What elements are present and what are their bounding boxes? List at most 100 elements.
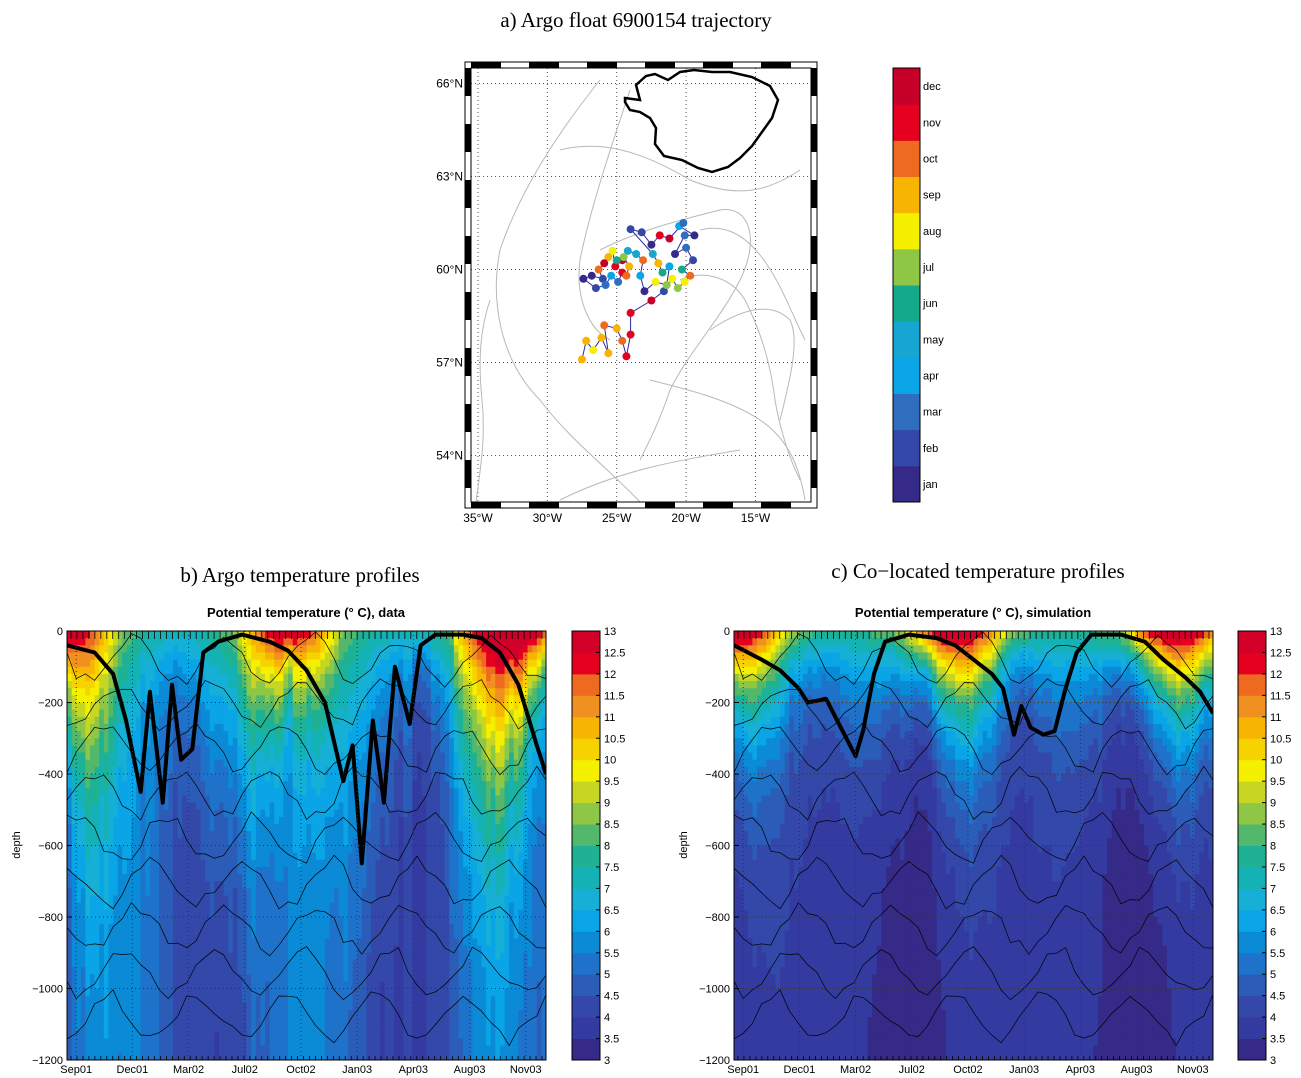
field-cell — [228, 995, 234, 1004]
field-cell — [126, 938, 133, 947]
field-cell — [389, 981, 395, 990]
field-cell — [417, 738, 423, 746]
field-cell — [117, 945, 123, 954]
field-cell — [417, 881, 423, 889]
field-cell — [205, 902, 211, 911]
field-cell — [237, 788, 243, 797]
field-cell — [214, 788, 220, 797]
field-cell — [357, 1052, 363, 1060]
field-cell — [311, 959, 317, 968]
field-cell — [394, 738, 400, 746]
field-cell — [311, 1052, 317, 1060]
field-cell — [251, 709, 257, 718]
field-cell — [136, 688, 142, 696]
field-cell — [320, 716, 326, 725]
field-cell — [398, 774, 404, 782]
field-cell — [99, 709, 105, 718]
field-cell — [140, 1002, 146, 1011]
field-cell — [297, 981, 303, 990]
field-cell — [223, 938, 229, 947]
field-cell — [301, 952, 308, 961]
field-cell — [324, 788, 331, 797]
field-cell — [149, 959, 156, 968]
field-cell — [99, 702, 105, 711]
field-cell — [113, 659, 119, 668]
field-cell — [246, 981, 252, 990]
field-cell — [394, 902, 400, 911]
field-cell — [347, 638, 354, 646]
field-cell — [218, 917, 225, 925]
field-cell — [80, 995, 87, 1004]
field-cell — [232, 995, 239, 1004]
field-cell — [85, 673, 91, 682]
field-cell — [394, 967, 400, 975]
field-cell — [343, 974, 349, 982]
field-cell — [246, 795, 252, 804]
field-cell — [154, 959, 160, 968]
field-cell — [426, 745, 432, 754]
field-cell — [99, 959, 105, 968]
field-cell — [352, 881, 358, 889]
field-cell — [260, 881, 266, 889]
field-cell — [223, 824, 229, 832]
field-cell — [426, 974, 432, 982]
field-cell — [380, 766, 386, 775]
float-position-marker — [589, 346, 598, 355]
field-cell — [242, 752, 248, 761]
field-cell — [370, 788, 377, 797]
field-cell — [412, 1009, 418, 1018]
field-cell — [347, 967, 354, 975]
field-cell — [246, 695, 252, 704]
field-cell — [214, 1045, 220, 1054]
field-cell — [329, 909, 335, 918]
field-cell — [228, 852, 234, 861]
field-cell — [412, 745, 418, 754]
field-cell — [324, 917, 331, 925]
field-cell — [288, 688, 294, 696]
field-cell — [71, 709, 77, 718]
field-cell — [361, 931, 367, 940]
field-cell — [366, 802, 372, 811]
field-cell — [389, 874, 395, 882]
field-cell — [255, 881, 262, 889]
field-cell — [320, 659, 326, 668]
field-cell — [361, 788, 367, 797]
field-cell — [71, 981, 77, 990]
field-cell — [154, 924, 160, 932]
field-cell — [90, 745, 96, 754]
field-cell — [255, 802, 262, 811]
float-position-marker — [604, 253, 613, 262]
field-cell — [154, 859, 160, 868]
field-cell — [140, 723, 146, 732]
field-cell — [85, 752, 91, 761]
field-cell — [389, 781, 395, 789]
field-cell — [237, 1017, 243, 1025]
field-cell — [380, 866, 386, 875]
field-cell — [108, 752, 114, 761]
field-cell — [412, 838, 418, 847]
field-cell — [347, 988, 354, 997]
field-cell — [421, 766, 427, 775]
field-cell — [306, 809, 312, 818]
field-cell — [352, 738, 358, 746]
field-cell — [90, 774, 96, 782]
field-cell — [122, 681, 128, 689]
field-cell — [145, 652, 151, 661]
field-cell — [205, 738, 211, 746]
field-cell — [71, 938, 77, 947]
field-cell — [292, 845, 298, 854]
field-cell — [76, 824, 82, 832]
field-cell — [108, 924, 114, 932]
field-cell — [90, 788, 96, 797]
field-cell — [366, 917, 372, 925]
field-cell — [205, 709, 211, 718]
field-cell — [274, 816, 280, 825]
field-cell — [218, 1031, 225, 1040]
field-cell — [108, 1052, 114, 1060]
field-cell — [103, 952, 110, 961]
field-cell — [80, 874, 87, 882]
field-cell — [394, 788, 400, 797]
field-cell — [306, 1038, 312, 1047]
field-cell — [370, 938, 377, 947]
field-cell — [384, 945, 391, 954]
